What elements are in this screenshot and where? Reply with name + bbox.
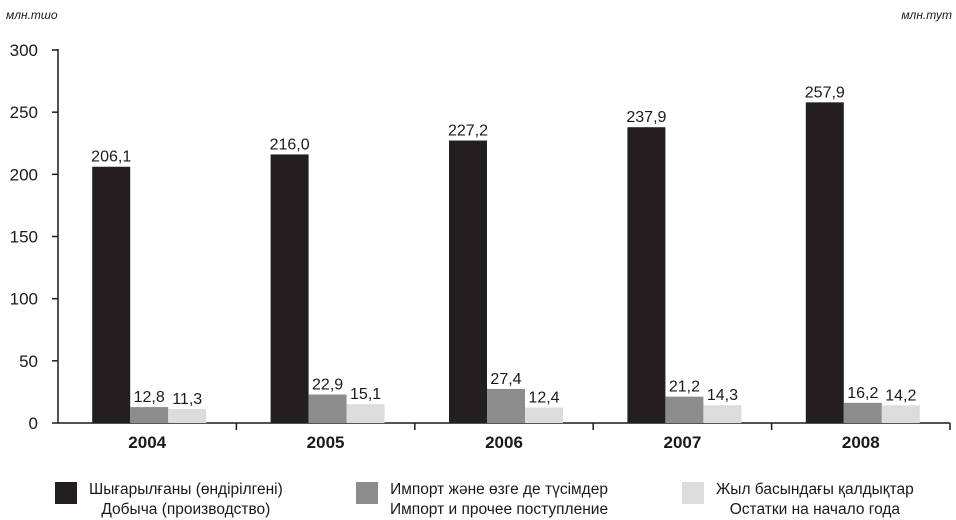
x-tick-label: 2004 xyxy=(128,433,166,452)
legend-label-ru: Добыча (производство) xyxy=(101,501,271,518)
data-label: 16,2 xyxy=(847,385,878,402)
bar xyxy=(881,405,920,423)
data-label: 12,4 xyxy=(528,390,559,407)
bar xyxy=(270,154,309,423)
data-label: 257,9 xyxy=(805,84,845,101)
data-label: 15,1 xyxy=(350,386,381,403)
legend-item-production: Шығарылғаны (өндірілгені) Добыча (произв… xyxy=(55,480,283,520)
bar xyxy=(627,127,666,423)
bar xyxy=(525,407,563,423)
data-label: 21,2 xyxy=(669,379,700,396)
legend-item-import: Импорт және өзге де түсімдер Импорт и пр… xyxy=(356,480,608,520)
bar-chart: 0 50 100 150 200 250 300 206,1 12,8 11,3 2004 216,0… xyxy=(10,41,951,452)
data-label: 11,3 xyxy=(172,391,202,408)
legend-label-kz: Импорт және өзге де түсімдер xyxy=(390,481,608,498)
y-tick-label: 50 xyxy=(19,352,38,371)
y-tick-label: 300 xyxy=(10,41,38,60)
data-label: 237,9 xyxy=(626,109,666,126)
x-tick-label: 2005 xyxy=(307,433,345,452)
data-label: 22,9 xyxy=(312,377,343,394)
legend-label-kz: Шығарылғаны (өндірілгені) xyxy=(89,481,283,498)
data-label: 27,4 xyxy=(490,371,521,388)
y-tick-label: 0 xyxy=(29,414,38,433)
bar xyxy=(805,102,844,423)
bar xyxy=(92,166,131,423)
bar xyxy=(843,402,882,423)
legend-item-stock: Жыл басындағы қалдықтар Остатки на начал… xyxy=(682,480,914,520)
legend-swatch-stock xyxy=(682,482,704,504)
x-tick-label: 2008 xyxy=(842,433,880,452)
data-label: 14,3 xyxy=(707,387,738,404)
bar xyxy=(308,394,347,423)
right-axis-unit: млн.тут xyxy=(901,8,952,22)
y-tick-label: 150 xyxy=(10,228,38,247)
y-tick-label: 100 xyxy=(10,290,38,309)
bar xyxy=(703,405,742,423)
bar xyxy=(346,404,385,423)
data-label: 227,2 xyxy=(448,123,488,140)
legend-swatch-production xyxy=(55,482,77,504)
data-label: 206,1 xyxy=(91,149,131,166)
bar xyxy=(665,396,704,423)
data-label: 12,8 xyxy=(134,389,165,406)
chart-legend: Шығарылғаны (өндірілгені) Добыча (произв… xyxy=(0,480,956,519)
legend-label-ru: Импорт и прочее поступление xyxy=(390,501,609,518)
bar xyxy=(449,140,487,424)
legend-label-kz: Жыл басындағы қалдықтар xyxy=(716,481,914,498)
bar xyxy=(487,388,525,423)
x-tick-label: 2006 xyxy=(485,433,523,452)
legend-swatch-import xyxy=(356,482,378,504)
data-label: 14,2 xyxy=(885,387,916,404)
bar xyxy=(168,408,207,423)
data-label: 216,0 xyxy=(270,136,310,153)
y-tick-label: 250 xyxy=(10,103,38,122)
x-tick-label: 2007 xyxy=(663,433,701,452)
left-axis-unit: млн.тшо xyxy=(6,8,58,22)
bar xyxy=(130,407,169,423)
legend-label-ru: Остатки на начало года xyxy=(729,501,901,518)
y-tick-label: 200 xyxy=(10,165,38,184)
